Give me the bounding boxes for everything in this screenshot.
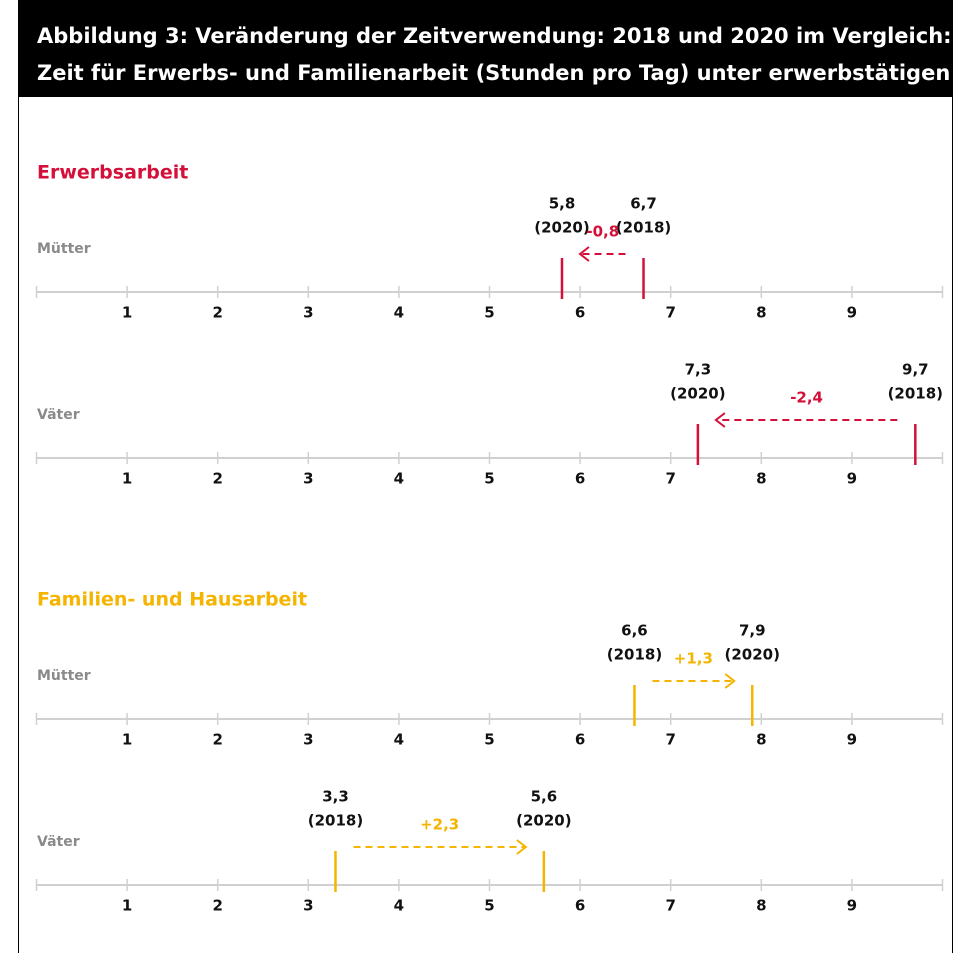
x-tick-label: 3 [303, 731, 313, 749]
change-label: -2,4 [790, 389, 823, 407]
arrow-head [578, 246, 590, 262]
x-tick-label: 5 [484, 731, 494, 749]
row-label: Mütter [37, 668, 91, 684]
arrow-head [724, 673, 736, 689]
value-label: 5,8 [549, 195, 576, 213]
year-label: (2018) [308, 812, 363, 830]
value-label: 6,7 [630, 195, 657, 213]
x-tick-label: 1 [122, 731, 132, 749]
change-label: +2,3 [420, 816, 459, 834]
x-tick-label: 4 [394, 731, 404, 749]
header [18, 0, 953, 97]
year-label: (2020) [725, 646, 780, 664]
x-tick-label: 2 [212, 897, 222, 915]
year-label: (2020) [516, 812, 571, 830]
title: Abbildung 3: Veränderung der Zeitverwend… [37, 24, 952, 48]
x-tick-label: 6 [575, 470, 585, 488]
x-tick-label: 9 [847, 304, 857, 322]
row-label: Mütter [37, 241, 91, 257]
arrow-head [516, 839, 528, 855]
x-tick-label: 9 [847, 731, 857, 749]
x-tick-label: 7 [665, 731, 675, 749]
year-label: (2018) [616, 219, 671, 237]
x-tick-label: 2 [212, 304, 222, 322]
x-tick-label: 9 [847, 897, 857, 915]
x-tick-label: 2 [212, 731, 222, 749]
x-tick-label: 8 [756, 731, 766, 749]
x-tick-label: 6 [575, 731, 585, 749]
x-tick-label: 1 [122, 470, 132, 488]
x-tick-label: 2 [212, 470, 222, 488]
x-tick-label: 7 [665, 470, 675, 488]
x-tick-label: 4 [394, 897, 404, 915]
section-title: Erwerbsarbeit [37, 162, 188, 184]
x-tick-label: 5 [484, 897, 494, 915]
section-title: Familien- und Hausarbeit [37, 589, 307, 611]
x-tick-label: 6 [575, 304, 585, 322]
x-tick-label: 8 [756, 470, 766, 488]
value-label: 3,3 [322, 788, 349, 806]
arrow-head [714, 412, 726, 428]
x-tick-label: 5 [484, 304, 494, 322]
x-tick-label: 9 [847, 470, 857, 488]
change-label: +1,3 [674, 650, 713, 668]
x-tick-label: 6 [575, 897, 585, 915]
year-label: (2020) [534, 219, 589, 237]
title: Zeit für Erwerbs- und Familienarbeit (St… [37, 61, 971, 85]
value-label: 7,3 [685, 361, 712, 379]
year-label: (2018) [888, 385, 943, 403]
x-tick-label: 4 [394, 470, 404, 488]
year-label: (2020) [670, 385, 725, 403]
x-tick-label: 3 [303, 304, 313, 322]
row-label: Väter [37, 834, 80, 850]
change-label: -0,8 [586, 223, 619, 241]
value-label: 7,9 [739, 622, 766, 640]
x-tick-label: 1 [122, 304, 132, 322]
x-tick-label: 8 [756, 897, 766, 915]
x-tick-label: 5 [484, 470, 494, 488]
x-tick-label: 1 [122, 897, 132, 915]
x-tick-label: 8 [756, 304, 766, 322]
x-tick-label: 4 [394, 304, 404, 322]
row-label: Väter [37, 407, 80, 423]
value-label: 6,6 [621, 622, 648, 640]
value-label: 5,6 [531, 788, 558, 806]
x-tick-label: 7 [665, 304, 675, 322]
year-label: (2018) [607, 646, 662, 664]
x-tick-label: 7 [665, 897, 675, 915]
x-tick-label: 3 [303, 470, 313, 488]
x-tick-label: 3 [303, 897, 313, 915]
value-label: 9,7 [902, 361, 929, 379]
